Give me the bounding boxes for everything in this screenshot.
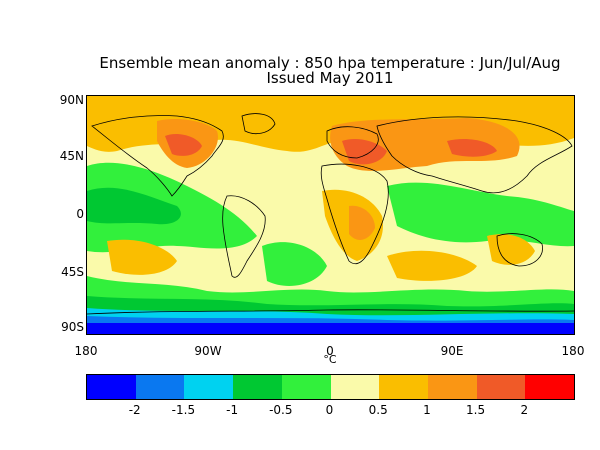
central-asia-hot-anomaly xyxy=(447,139,497,157)
colorbar-tick-label: -1.5 xyxy=(171,403,196,417)
colorbar-segment xyxy=(233,375,282,399)
australia-outline xyxy=(496,233,543,267)
lat-label-45s: 45S xyxy=(61,265,84,279)
africa-hot-anomaly xyxy=(349,205,375,240)
south-pacific-warm xyxy=(107,239,177,275)
north-america-hot-anomaly xyxy=(165,134,202,156)
colorbar-tick-label: -1 xyxy=(226,403,239,417)
africa-outline xyxy=(320,163,389,265)
colorbar-segment xyxy=(476,375,526,399)
lat-label-90s: 90S xyxy=(61,320,84,334)
colorbar-segment xyxy=(281,375,331,399)
colorbar-segment xyxy=(184,375,234,399)
lon-label-180w: 180 xyxy=(74,344,98,358)
lon-label-180e: 180 xyxy=(561,344,585,358)
south-indian-warm xyxy=(387,250,477,281)
anomaly-map xyxy=(86,95,575,335)
title-line-1: Ensemble mean anomaly : 850 hpa temperat… xyxy=(99,54,561,72)
unit-label: °C xyxy=(323,353,337,366)
north-america-outline xyxy=(91,115,224,197)
colorbar-tick-label: 0.5 xyxy=(368,403,388,417)
antarctica-outline xyxy=(87,309,574,315)
colorbar-segment xyxy=(87,375,136,399)
lon-label-0: 0 xyxy=(326,344,334,358)
greenland-outline xyxy=(241,113,276,135)
australia-warm xyxy=(487,234,535,265)
antarctic-coldest-band xyxy=(87,323,574,334)
lat-label-90n: 90N xyxy=(59,93,84,107)
colorbar-tick-label: 1 xyxy=(423,403,431,417)
title-line-2: Issued May 2011 xyxy=(266,69,394,87)
colorbar-tick-label: -2 xyxy=(128,403,141,417)
colorbar-tick-label: 1.5 xyxy=(466,403,486,417)
colorbar xyxy=(86,374,575,400)
lat-label-45n: 45N xyxy=(59,149,84,163)
lat-label-0: 0 xyxy=(76,207,84,221)
indian-ocean-cool-band xyxy=(387,182,574,247)
colorbar-segment xyxy=(379,375,428,399)
colorbar-tick-label: -0.5 xyxy=(269,403,293,417)
colorbar-segment xyxy=(330,375,380,399)
lon-label-90w: 90W xyxy=(194,344,222,358)
colorbar-tick-label: 0 xyxy=(325,403,334,417)
colorbar-segment xyxy=(525,375,575,399)
asia-outline xyxy=(376,116,573,194)
colorbar-segment xyxy=(427,375,477,399)
pacific-cool-core xyxy=(87,187,181,225)
colorbar-tick-label: 2 xyxy=(520,403,529,417)
europe-outline xyxy=(326,126,379,159)
south-america-outline xyxy=(222,195,266,278)
lon-label-90e: 90E xyxy=(440,344,464,358)
map-svg xyxy=(87,96,574,334)
coastlines xyxy=(87,113,574,315)
south-atlantic-cool xyxy=(262,242,327,286)
colorbar-segment xyxy=(135,375,185,399)
